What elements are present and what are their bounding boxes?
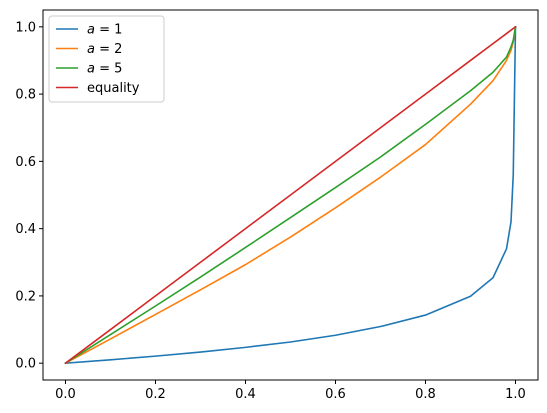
x-tick-label: 1.0 bbox=[505, 387, 526, 402]
series-line-0 bbox=[64, 26, 517, 365]
series-layer bbox=[64, 25, 517, 365]
y-tick-label: 0.0 bbox=[15, 357, 36, 372]
legend-entry-3: equality bbox=[87, 81, 140, 96]
y-tick-label: 0.8 bbox=[15, 88, 36, 103]
legend-entry-1: a = 2 bbox=[87, 42, 122, 57]
x-tick-label: 0.4 bbox=[235, 387, 256, 402]
legend-entry-0: a = 1 bbox=[87, 23, 122, 38]
y-tick-label: 0.6 bbox=[15, 155, 36, 170]
x-tick-label: 0.0 bbox=[55, 387, 76, 402]
x-tick-label: 0.2 bbox=[145, 387, 166, 402]
series-line-1 bbox=[64, 25, 517, 365]
ticks-layer: 0.0 0.2 0.4 0.6 0.8 1.0 0.0 0.2 0.4 0.6 0.8 1.0 bbox=[15, 20, 526, 402]
series-line-2 bbox=[64, 25, 517, 365]
legend-entry-2: a = 5 bbox=[87, 62, 122, 77]
legend-box bbox=[48, 15, 165, 103]
x-tick-label: 0.8 bbox=[415, 387, 436, 402]
plot-frame bbox=[42, 9, 539, 381]
y-tick-label: 1.0 bbox=[15, 20, 36, 35]
x-tick-label: 0.6 bbox=[325, 387, 346, 402]
legend: a = 1 a = 2 a = 5 equality bbox=[48, 15, 165, 103]
series-line-3 bbox=[64, 25, 517, 365]
y-tick-label: 0.4 bbox=[15, 222, 36, 237]
y-tick-label: 0.2 bbox=[15, 289, 36, 304]
